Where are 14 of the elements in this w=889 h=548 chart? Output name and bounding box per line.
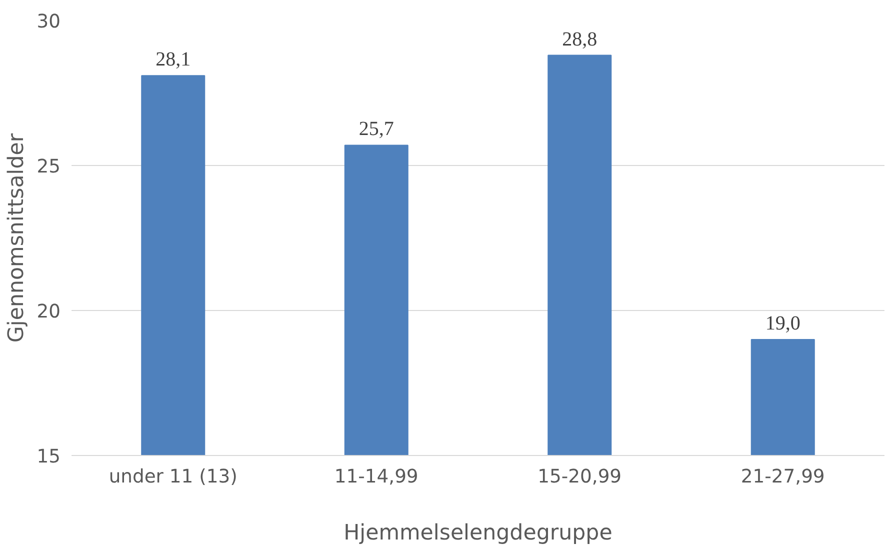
x-axis-title: Hjemmelselengdegruppe <box>344 520 612 546</box>
data-label: 28,8 <box>562 28 598 50</box>
x-tick-label: 11-14,99 <box>334 466 418 488</box>
y-tick-label: 15 <box>36 446 61 468</box>
data-label: 25,7 <box>358 118 394 140</box>
x-tick-label: 15-20,99 <box>538 466 622 488</box>
x-tick-label: 21-27,99 <box>740 466 825 488</box>
y-tick-label: 20 <box>36 302 61 322</box>
y-tick-label: 25 <box>36 156 61 178</box>
x-tick-label: under 11 (13) <box>108 466 238 488</box>
data-label: 19,0 <box>765 312 800 334</box>
y-axis-title: Gjennomsnittsalder <box>4 133 29 343</box>
data-label: 28,1 <box>156 48 191 71</box>
y-tick-label: 30 <box>36 12 61 32</box>
